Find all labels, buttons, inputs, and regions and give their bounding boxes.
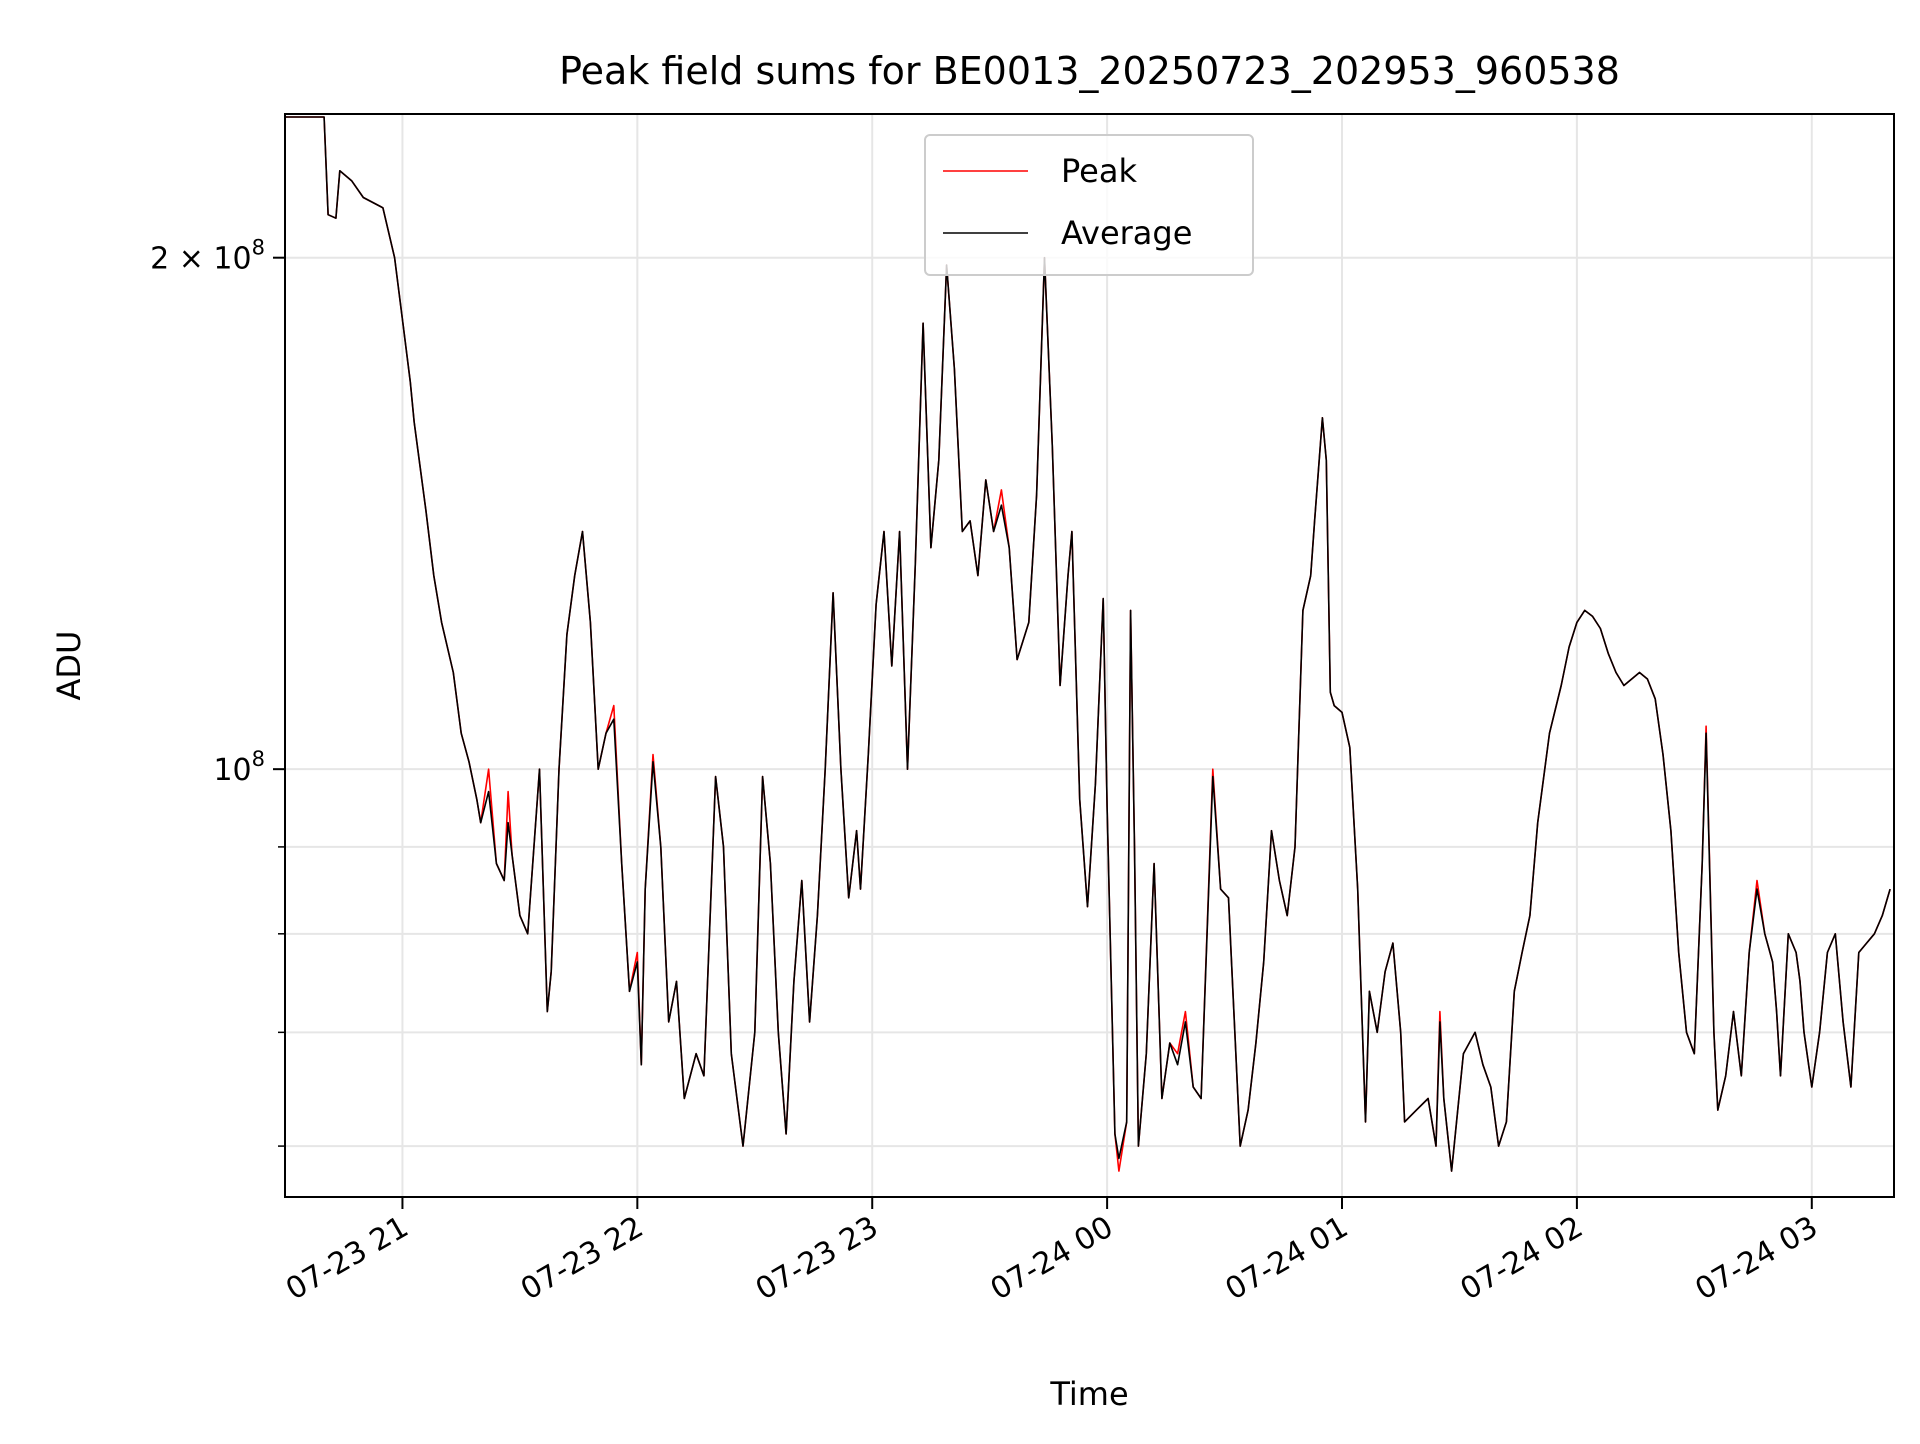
legend-box (924, 134, 1254, 276)
legend: Peak Average (924, 134, 1254, 276)
chart-title: Peak field sums for BE0013_20250723_2029… (559, 49, 1620, 93)
y-tick-label: 2 × 108 (150, 236, 265, 277)
grid (285, 114, 1894, 1197)
series-group (285, 116, 1891, 1172)
y-axis-label: ADU (50, 631, 88, 701)
y-tick-label: 108 (213, 747, 265, 788)
legend-label-peak: Peak (1061, 152, 1137, 190)
series-line-average (285, 116, 1891, 1172)
x-axis-label: Time (1049, 1375, 1128, 1413)
legend-label-average: Average (1061, 214, 1192, 252)
axes-frame (284, 113, 1895, 1198)
